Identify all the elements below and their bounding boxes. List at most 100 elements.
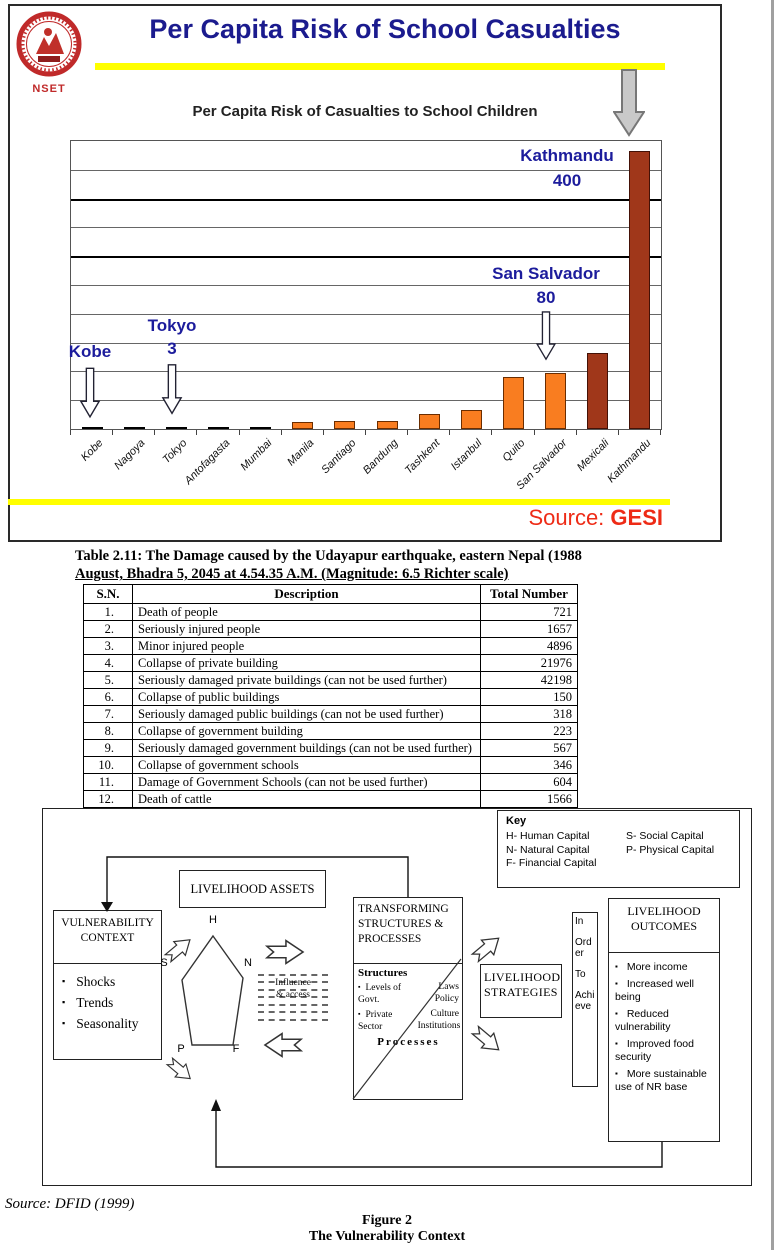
structures-row1-right: Laws Policy	[434, 982, 459, 1004]
chart-gridline	[71, 256, 661, 258]
cell-total: 721	[480, 603, 578, 621]
scan-edge-artifact	[771, 0, 774, 1250]
nset-seal-icon	[16, 11, 82, 77]
axis-tick	[112, 430, 113, 435]
axis-tick	[239, 430, 240, 435]
cell-sn: 1.	[83, 603, 133, 621]
title-underline-bar	[95, 63, 665, 70]
key-title: Key	[506, 815, 527, 827]
cell-total: 4896	[480, 637, 578, 655]
processes-heading: Processes	[377, 1036, 440, 1048]
influence-line1: Influence	[275, 978, 311, 988]
figure-key-box: Key H- Human Capital N- Natural Capital F-…	[497, 810, 740, 888]
chart-gridline	[71, 170, 661, 171]
nset-logo: NSET	[12, 8, 86, 104]
table-row: 10. Collapse of government schools 346	[83, 756, 578, 774]
axis-tick	[70, 430, 71, 435]
annotation-kathmandu-value: 400	[552, 171, 582, 190]
assets-title: LIVELIHOOD ASSETS	[190, 882, 315, 896]
dash-row	[258, 996, 328, 998]
transforming-title: TRANSFORMING STRUCTURES & PROCESSES	[358, 903, 449, 945]
tokyo-pointer-arrow-icon	[161, 364, 183, 415]
pentagon-label-h: H	[209, 914, 217, 926]
axis-tick	[323, 430, 324, 435]
cell-total: 1566	[480, 790, 578, 808]
chart-title: Per Capita Risk of Casualties to School …	[192, 103, 538, 120]
table-row: 7. Seriously damaged public buildings (ca…	[83, 705, 578, 723]
cell-description: Death of people	[132, 603, 481, 621]
cell-total: 21976	[480, 654, 578, 672]
cell-sn: 9.	[83, 739, 133, 757]
outcomes-items: More income Increased well being Reduced v…	[615, 957, 715, 1097]
figure-caption: Figure 2 The Vulnerability Context	[0, 1213, 774, 1245]
axis-tick	[407, 430, 408, 435]
structures-row: Private Sector Culture Institutions	[358, 1008, 460, 1033]
cell-sn: 2.	[83, 620, 133, 638]
table-caption-line1: Table 2.11: The Damage caused by the Uda…	[75, 548, 582, 564]
cell-sn: 11.	[83, 773, 133, 791]
livelihood-strategies-box: LIVELIHOOD STRATEGIES	[480, 964, 562, 1018]
slide-title: Per Capita Risk of School Casualties	[149, 14, 621, 44]
table-row: 2. Seriously injured people 1657	[83, 620, 578, 638]
cell-total: 604	[480, 773, 578, 791]
structures-heading: Structures	[358, 967, 408, 979]
dash-row	[258, 1018, 328, 1021]
chart-bar-san-salvador	[545, 373, 566, 429]
chart-bar-manila	[292, 422, 313, 429]
annotation-kobe-label: Kobe	[68, 342, 112, 361]
cell-description: Collapse of government schools	[132, 756, 481, 774]
chart-bar-tashkent	[419, 414, 440, 429]
chart-gridline	[71, 227, 661, 228]
divider-line	[54, 963, 161, 964]
transforming-content: Structures Levels of Govt. Laws Policy P…	[358, 967, 460, 1048]
dash-row	[258, 988, 328, 991]
dash-row	[258, 1011, 328, 1013]
cell-description: Collapse of public buildings	[132, 688, 481, 706]
dashed-lines	[258, 973, 328, 1021]
pentagon-label-s: S	[160, 957, 168, 969]
key-item: N- Natural Capital	[506, 843, 590, 856]
outcome-item: Increased well being	[615, 977, 715, 1004]
in-order-words: In Order To Achieve	[573, 913, 597, 1012]
in-order-word: Achieve	[575, 990, 595, 1012]
key-item: F- Financial Capital	[506, 857, 597, 869]
key-item: S- Social Capital	[626, 830, 704, 842]
col-header-total: Total Number	[480, 584, 578, 604]
axis-tick	[196, 430, 197, 435]
dash-row	[258, 973, 328, 976]
axis-tick	[365, 430, 366, 435]
x-axis-labels: Kobe Nagoya Tokyo Antofagasta Mumbai Manila Sa…	[70, 430, 664, 494]
table-row: 12. Death of cattle 1566	[83, 790, 578, 808]
outcome-item: Reduced vulnerability	[615, 1007, 715, 1034]
san-salvador-pointer-arrow-icon	[535, 311, 557, 361]
influence-access-label: Influence & access	[258, 977, 328, 1001]
livelihood-outcomes-box: LIVELIHOOD OUTCOMES More income Increased…	[608, 898, 720, 1142]
chart-gridline	[71, 199, 661, 201]
cell-total: 318	[480, 705, 578, 723]
cell-sn: 4.	[83, 654, 133, 672]
outcomes-title: LIVELIHOOD OUTCOMES	[627, 904, 701, 933]
cell-total: 223	[480, 722, 578, 740]
axis-tick	[576, 430, 577, 435]
chart-bar-kobe	[82, 427, 103, 429]
influence-line2: & access	[275, 990, 311, 1000]
pentagon-label-n: N	[244, 957, 252, 969]
livelihood-assets-box: LIVELIHOOD ASSETS	[179, 870, 326, 908]
influence-access-block: Influence & access	[258, 968, 328, 1022]
cell-description: Seriously damaged government buildings (…	[132, 739, 481, 757]
logo-text: NSET	[32, 83, 66, 95]
cell-sn: 10.	[83, 756, 133, 774]
cell-description: Death of cattle	[132, 790, 481, 808]
cell-sn: 8.	[83, 722, 133, 740]
table-row: 1. Death of people 721	[83, 603, 578, 621]
strategies-title: LIVELIHOOD STRATEGIES	[484, 970, 561, 999]
dash-row	[258, 1003, 328, 1006]
chart-gridline	[71, 343, 661, 344]
cell-description: Minor injured people	[132, 637, 481, 655]
chart-source: Source: GESI	[360, 505, 663, 531]
chart-bar-istanbul	[461, 410, 482, 429]
key-item: P- Physical Capital	[626, 843, 715, 856]
cell-description: Collapse of private building	[132, 654, 481, 672]
cell-description: Damage of Government Schools (can not be…	[132, 773, 481, 791]
chart-gridline	[71, 371, 661, 372]
